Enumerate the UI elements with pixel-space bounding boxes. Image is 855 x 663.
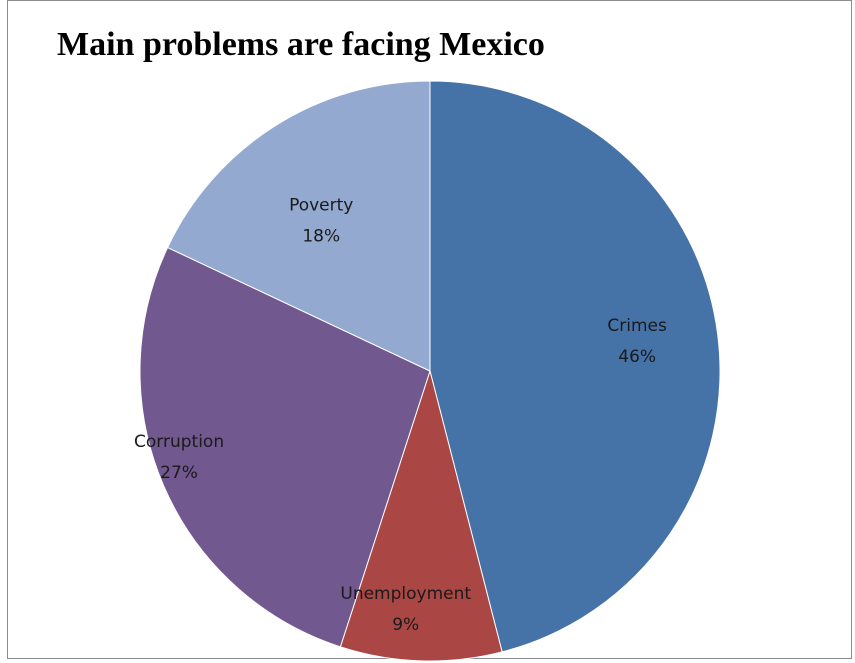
slice-label-unemployment: Unemployment [340, 584, 471, 604]
pie-slice-poverty [166, 80, 431, 372]
pie-labels: Crimes 46% Unemployment 9% Corruption 27% Pove… [134, 196, 667, 635]
slice-label-crimes: Crimes [607, 316, 667, 336]
pie-slice-unemployment [339, 369, 503, 662]
slice-percent-unemployment: 9% [392, 615, 419, 635]
slice-percent-crimes: 46% [618, 347, 656, 367]
slice-percent-poverty: 18% [302, 227, 340, 247]
slice-percent-corruption: 27% [160, 463, 198, 483]
pie-slices [139, 80, 721, 662]
pie-slice-corruption [139, 246, 431, 648]
slice-label-poverty: Poverty [289, 196, 353, 216]
chart-title: Main problems are facing Mexico [57, 26, 545, 63]
pie-slice-crimes [429, 80, 721, 653]
slice-label-corruption: Corruption [134, 432, 224, 452]
